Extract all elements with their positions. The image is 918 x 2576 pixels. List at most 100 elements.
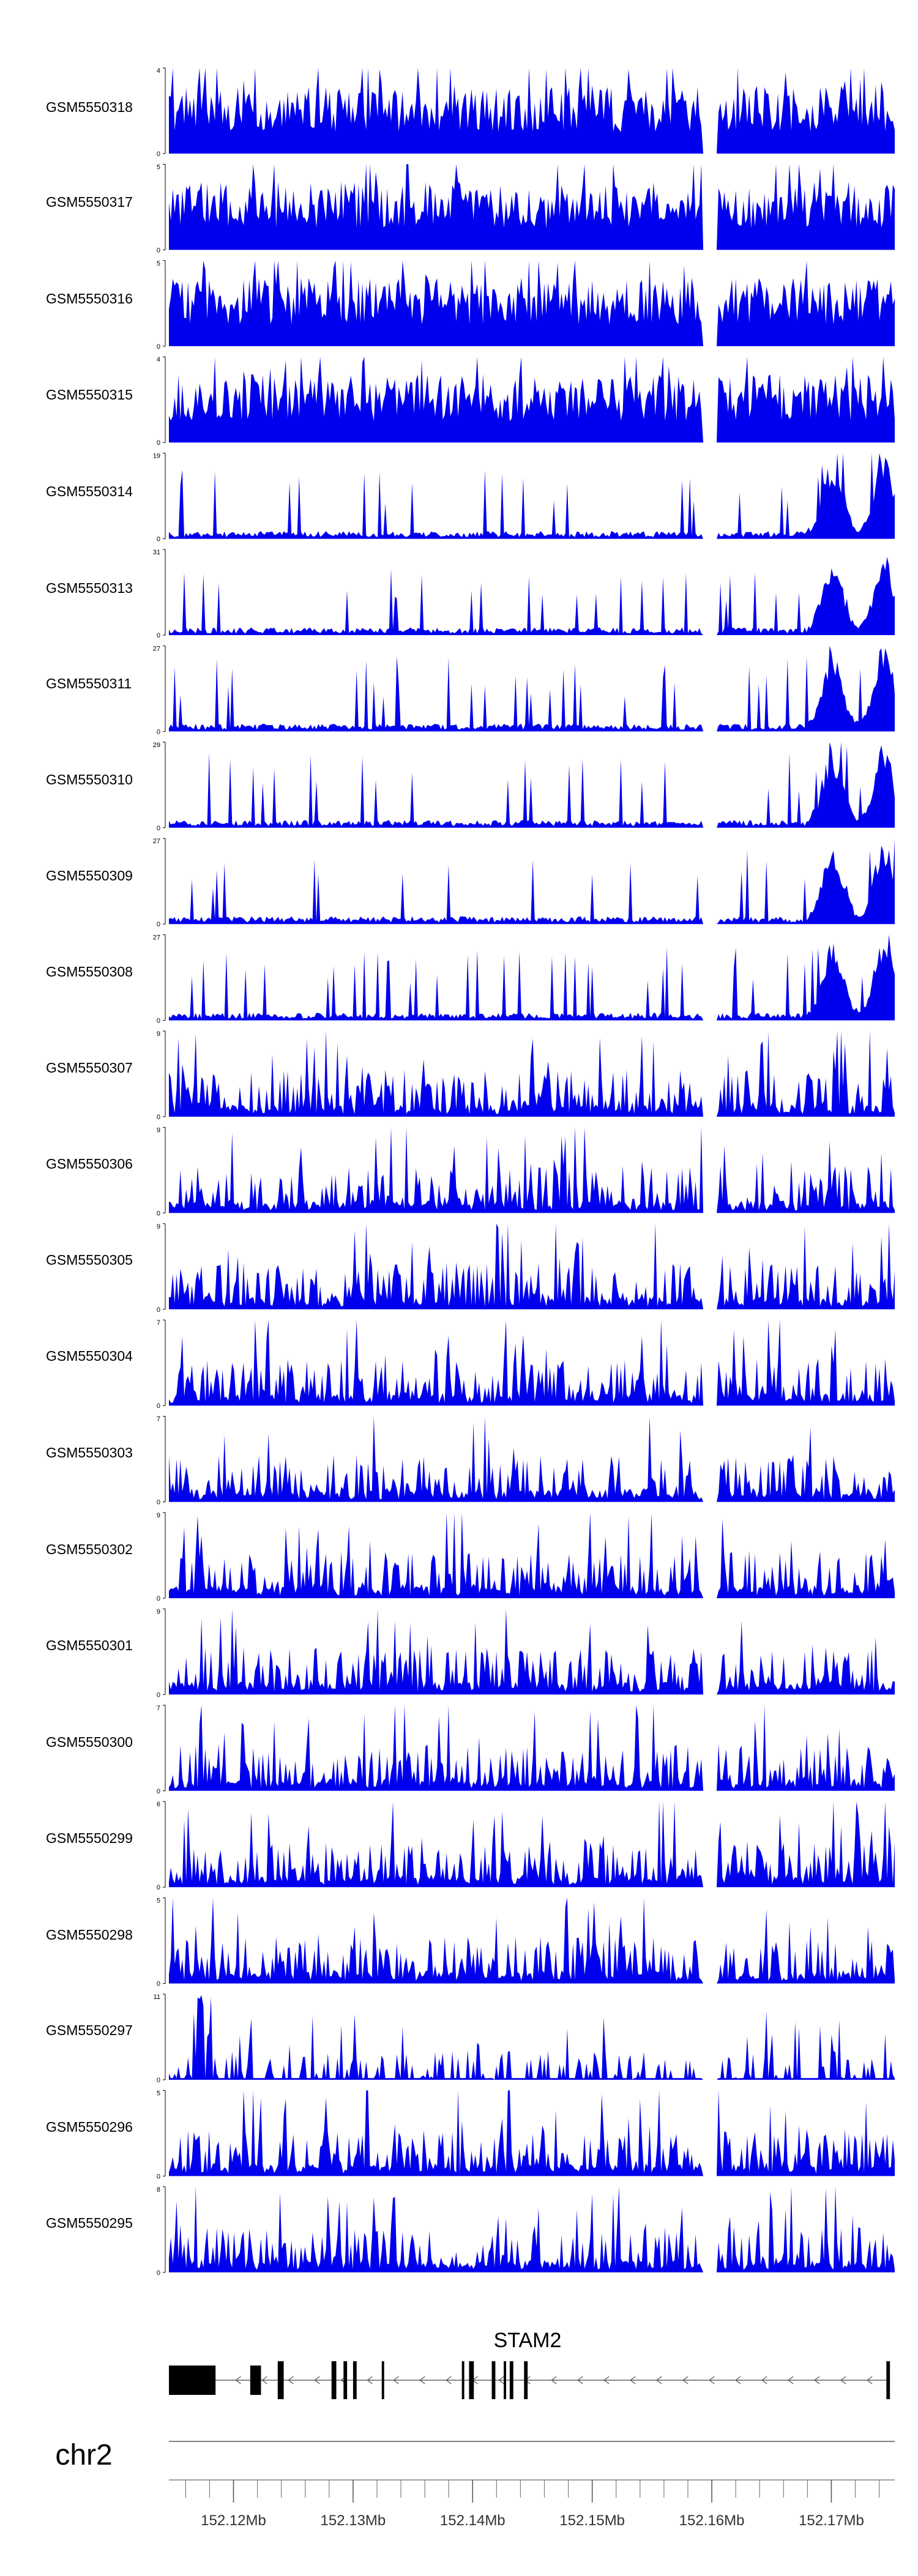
coverage-area xyxy=(169,453,895,539)
coverage-area xyxy=(169,2090,895,2176)
track-ymin-label: 0 xyxy=(157,151,160,158)
track-GSM5550302: GSM5550302 9 0 xyxy=(46,1512,895,1603)
track-label: GSM5550301 xyxy=(46,1637,133,1653)
coverage-area xyxy=(169,646,895,732)
track-label: GSM5550311 xyxy=(46,676,132,691)
axis-tick-label: 152.14Mb xyxy=(440,2512,506,2529)
coverage-area xyxy=(169,557,895,635)
track-ymax-label: 8 xyxy=(157,2186,160,2194)
coverage-area xyxy=(169,742,895,828)
track-GSM5550315: GSM5550315 4 0 xyxy=(46,356,895,447)
track-ymax-label: 9 xyxy=(157,1608,160,1615)
strand-arrow xyxy=(446,2376,452,2384)
track-GSM5550308: GSM5550308 27 0 xyxy=(46,934,895,1025)
track-ymax-label: 27 xyxy=(153,934,160,942)
coverage-area xyxy=(169,68,895,154)
track-label: GSM5550310 xyxy=(46,772,133,787)
coverage-area xyxy=(169,838,895,925)
strand-arrow xyxy=(709,2376,715,2384)
axis-tick-label: 152.15Mb xyxy=(559,2512,625,2529)
coverage-area xyxy=(169,934,895,1021)
gene-label: STAM2 xyxy=(494,2329,562,2352)
gene-exon xyxy=(277,2361,284,2399)
strand-arrow xyxy=(498,2376,504,2384)
gene-exon xyxy=(331,2361,337,2399)
track-GSM5550316: GSM5550316 5 0 xyxy=(46,260,895,351)
strand-arrow xyxy=(235,2376,241,2384)
track-ymin-label: 0 xyxy=(157,1402,160,1410)
track-GSM5550306: GSM5550306 9 0 xyxy=(46,1126,895,1217)
track-GSM5550304: GSM5550304 7 0 xyxy=(46,1319,895,1410)
axis-tick-label: 152.13Mb xyxy=(321,2512,386,2529)
track-ymin-label: 0 xyxy=(157,2077,160,2084)
track-ymin-label: 0 xyxy=(157,632,160,639)
strand-arrow xyxy=(630,2376,636,2384)
strand-arrow xyxy=(867,2376,873,2384)
track-label: GSM5550304 xyxy=(46,1348,133,1364)
track-label: GSM5550313 xyxy=(46,580,133,596)
track-GSM5550296: GSM5550296 5 0 xyxy=(46,2090,895,2180)
track-GSM5550305: GSM5550305 9 0 xyxy=(46,1223,895,1314)
track-ymin-label: 0 xyxy=(157,1884,160,1891)
track-label: GSM5550305 xyxy=(46,1252,133,1268)
track-label: GSM5550315 xyxy=(46,387,133,403)
track-label: GSM5550308 xyxy=(46,964,133,980)
track-ymin-label: 0 xyxy=(157,1114,160,1121)
coverage-area xyxy=(169,1995,895,2080)
track-label: GSM5550317 xyxy=(46,194,133,210)
strand-arrow xyxy=(788,2376,794,2384)
gene-exon xyxy=(353,2361,357,2399)
gene-exon xyxy=(461,2361,465,2399)
strand-arrow xyxy=(735,2376,741,2384)
strand-arrow xyxy=(577,2376,583,2384)
track-label: GSM5550295 xyxy=(46,2215,133,2231)
coverage-area xyxy=(169,1223,895,1309)
strand-arrow xyxy=(840,2376,846,2384)
track-GSM5550309: GSM5550309 27 0 xyxy=(46,838,895,928)
track-ymax-label: 4 xyxy=(157,356,160,363)
track-label: GSM5550314 xyxy=(46,483,133,499)
track-GSM5550300: GSM5550300 7 0 xyxy=(46,1705,895,1795)
strand-arrow xyxy=(603,2376,610,2384)
track-GSM5550317: GSM5550317 5 0 xyxy=(46,163,895,254)
coverage-area xyxy=(169,1513,895,1598)
track-ymin-label: 0 xyxy=(157,343,160,351)
coverage-tracks: GSM555031840GSM555031750GSM555031650GSM5… xyxy=(46,67,895,2277)
gene-exon xyxy=(469,2361,474,2399)
track-ymax-label: 9 xyxy=(157,1126,160,1134)
track-ymin-label: 0 xyxy=(157,2173,160,2180)
track-ymax-label: 31 xyxy=(153,549,160,556)
track-ymin-label: 0 xyxy=(157,1691,160,1699)
track-label: GSM5550300 xyxy=(46,1734,133,1750)
coverage-area xyxy=(169,164,895,250)
strand-arrow xyxy=(261,2376,267,2384)
axis-tick-label: 152.12Mb xyxy=(201,2512,266,2529)
track-ymin-label: 0 xyxy=(157,247,160,254)
gene-exon xyxy=(381,2361,384,2399)
track-ymin-label: 0 xyxy=(157,728,160,735)
track-label: GSM5550309 xyxy=(46,868,133,884)
track-ymax-label: 27 xyxy=(153,838,160,845)
strand-arrow xyxy=(419,2376,425,2384)
strand-arrow xyxy=(367,2376,373,2384)
gene-exon xyxy=(509,2361,513,2399)
track-label: GSM5550303 xyxy=(46,1445,133,1461)
track-ymin-label: 0 xyxy=(157,921,160,928)
track-ymax-label: 7 xyxy=(157,1319,160,1327)
track-ymax-label: 9 xyxy=(157,1223,160,1230)
coverage-area xyxy=(169,1416,895,1502)
track-label: GSM5550318 xyxy=(46,99,133,115)
gene-exon xyxy=(169,2366,216,2395)
track-ymin-label: 0 xyxy=(157,1306,160,1314)
track-GSM5550318: GSM5550318 4 0 xyxy=(46,67,895,158)
track-GSM5550314: GSM5550314 19 0 xyxy=(46,453,895,543)
coverage-area xyxy=(169,1609,895,1695)
gene-exon xyxy=(524,2361,528,2399)
track-label: GSM5550299 xyxy=(46,1830,133,1846)
track-GSM5550301: GSM5550301 9 0 xyxy=(46,1608,895,1699)
track-GSM5550307: GSM5550307 9 0 xyxy=(46,1030,895,1121)
track-ymax-label: 7 xyxy=(157,1705,160,1712)
track-ymin-label: 0 xyxy=(157,439,160,447)
track-GSM5550303: GSM5550303 7 0 xyxy=(46,1416,895,1506)
track-label: GSM5550297 xyxy=(46,2022,133,2038)
